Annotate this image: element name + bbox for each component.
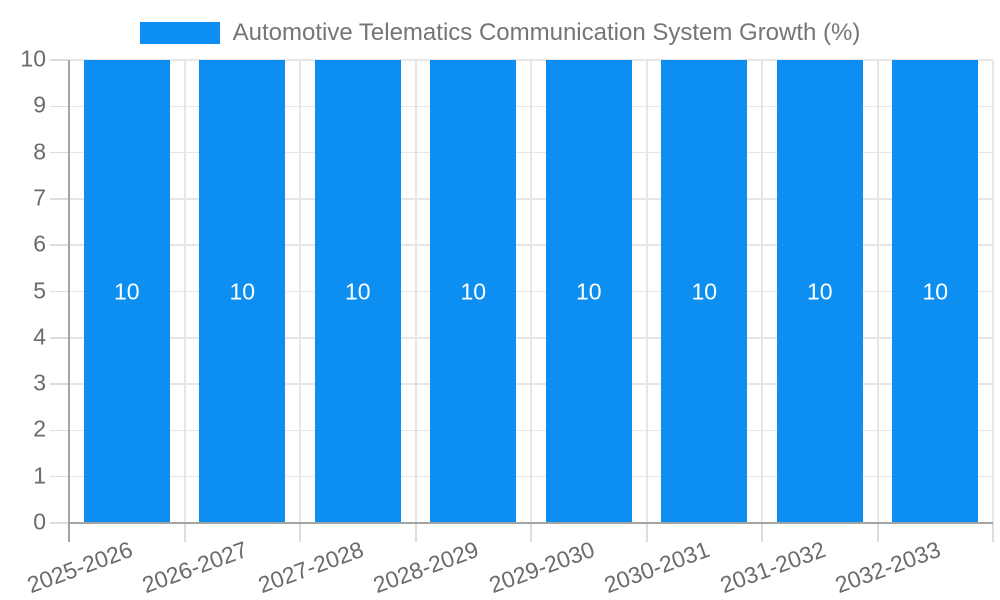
bar[interactable]: 10 bbox=[545, 60, 632, 523]
x-gridline bbox=[183, 60, 186, 523]
x-tick-mark bbox=[645, 523, 648, 542]
y-axis-tick-label: 10 bbox=[20, 45, 46, 72]
x-tick-mark bbox=[992, 523, 994, 542]
y-tick-mark bbox=[50, 59, 68, 61]
bar[interactable]: 10 bbox=[776, 60, 863, 523]
bar[interactable]: 10 bbox=[199, 60, 286, 523]
y-tick-mark bbox=[50, 522, 68, 524]
bar-value-label: 10 bbox=[691, 278, 718, 304]
x-tick-mark bbox=[530, 523, 532, 542]
bar[interactable]: 10 bbox=[892, 60, 979, 523]
x-tick-mark bbox=[299, 523, 301, 542]
x-gridline bbox=[645, 60, 648, 523]
x-gridline bbox=[414, 60, 417, 523]
bar-value-label: 10 bbox=[229, 278, 256, 304]
y-axis-line bbox=[68, 60, 70, 542]
bar-value-label: 10 bbox=[344, 278, 371, 304]
y-tick-mark bbox=[50, 105, 68, 108]
bar-value-label: 10 bbox=[575, 278, 602, 304]
y-axis-tick-label: 4 bbox=[33, 323, 46, 350]
y-axis-tick-label: 7 bbox=[33, 184, 46, 211]
bar[interactable]: 10 bbox=[314, 60, 401, 523]
y-axis-tick-label: 2 bbox=[33, 415, 46, 442]
y-axis-tick-label: 0 bbox=[33, 508, 46, 535]
bar-value-label: 10 bbox=[806, 278, 833, 304]
y-tick-mark bbox=[50, 429, 68, 432]
x-gridline bbox=[992, 60, 994, 523]
x-tick-mark bbox=[761, 523, 763, 542]
y-tick-mark bbox=[50, 337, 68, 339]
x-tick-mark bbox=[414, 523, 417, 542]
x-gridline bbox=[299, 60, 301, 523]
x-gridline bbox=[761, 60, 763, 523]
legend-swatch bbox=[139, 22, 220, 44]
legend-entry[interactable]: Automotive Telematics Communication Syst… bbox=[0, 20, 1000, 46]
bar-value-label: 10 bbox=[922, 278, 949, 304]
y-tick-mark bbox=[50, 198, 68, 200]
x-gridline bbox=[530, 60, 532, 523]
y-tick-mark bbox=[50, 290, 68, 293]
y-tick-mark bbox=[50, 475, 68, 478]
y-axis-tick-label: 9 bbox=[33, 91, 46, 118]
bar[interactable]: 10 bbox=[430, 60, 517, 523]
y-tick-mark bbox=[50, 383, 68, 385]
bar[interactable]: 10 bbox=[83, 60, 170, 523]
x-gridline bbox=[876, 60, 879, 523]
y-axis-tick-label: 6 bbox=[33, 230, 46, 257]
bar[interactable]: 10 bbox=[661, 60, 748, 523]
x-tick-mark bbox=[876, 523, 879, 542]
y-tick-mark bbox=[50, 244, 68, 246]
bar-value-label: 10 bbox=[460, 278, 487, 304]
bar-value-label: 10 bbox=[113, 278, 140, 304]
x-tick-mark bbox=[183, 523, 186, 542]
x-axis-line bbox=[68, 522, 993, 524]
plot-area: 0 1 2 3 4 5 6 7 8 9 10 10 10 10 10 10 10 10 10 2025-2026 202… bbox=[20, 45, 994, 598]
y-axis-tick-label: 3 bbox=[33, 369, 46, 396]
y-tick-mark bbox=[50, 151, 68, 154]
y-axis-tick-label: 8 bbox=[33, 138, 46, 165]
legend-label: Automotive Telematics Communication Syst… bbox=[232, 19, 861, 46]
y-axis-tick-label: 1 bbox=[33, 462, 46, 489]
y-axis-tick-label: 5 bbox=[33, 276, 46, 303]
